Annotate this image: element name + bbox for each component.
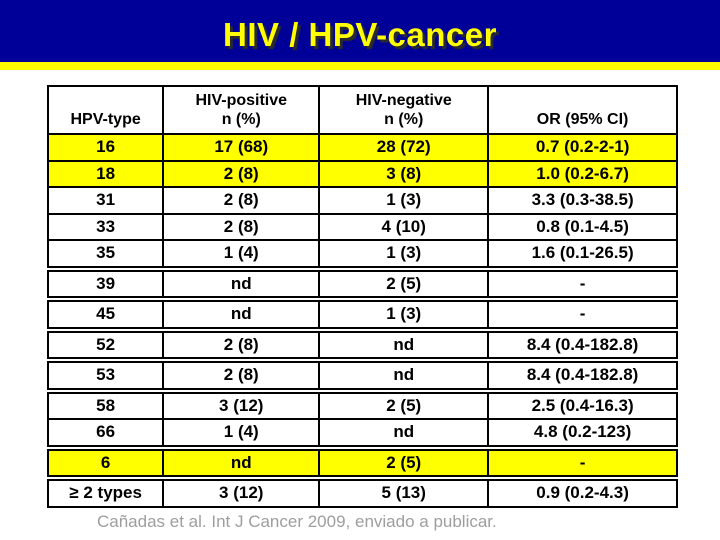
cell-hpv-type: ≥ 2 types bbox=[49, 481, 165, 506]
citation: Cañadas et al. Int J Cancer 2009, enviad… bbox=[97, 512, 497, 531]
table-row: 66 1 (4) nd 4.8 (0.2-123) bbox=[47, 418, 678, 447]
cell-hpv-type: 52 bbox=[49, 332, 165, 357]
cell-hpv-type: 45 bbox=[49, 302, 165, 327]
cell-hpv-type: 53 bbox=[49, 363, 165, 388]
cell-hiv-positive: 17 (68) bbox=[164, 135, 321, 160]
cell-or-ci: 0.8 (0.1-4.5) bbox=[536, 216, 629, 236]
header-hpv-type-label: HPV-type bbox=[70, 111, 141, 129]
cell-hiv-positive: 2 (8) bbox=[164, 214, 321, 239]
header-hiv-positive-line1: HIV-positive bbox=[195, 92, 288, 110]
cell-or-ci: 1.0 (0.2-6.7) bbox=[536, 163, 629, 183]
cell-hpv-type: 18 bbox=[49, 161, 165, 186]
cell-or-ci: 8.4 (0.4-182.8) bbox=[526, 334, 639, 354]
table-row: 35 1 (4) 1 (3) 1.6 (0.1-26.5) bbox=[47, 239, 678, 268]
cell-hiv-negative: 2 (5) bbox=[320, 393, 490, 418]
header-or-ci: OR (95% CI) bbox=[489, 87, 676, 133]
cell-hpv-type: 35 bbox=[49, 241, 165, 266]
cell-hiv-positive: 1 (4) bbox=[164, 241, 321, 266]
cell-or-ci: 0.9 (0.2-4.3) bbox=[536, 483, 629, 503]
cell-or-ci: 8.4 (0.4-182.8) bbox=[526, 365, 639, 385]
cell-hiv-negative: 5 (13) bbox=[320, 481, 490, 506]
table-row: ≥ 2 types 3 (12) 5 (13) 0.9 (0.2-4.3) bbox=[47, 479, 678, 508]
cell-or-ci: 2.5 (0.4-16.3) bbox=[531, 395, 634, 415]
table-row: 16 17 (68) 28 (72) 0.7 (0.2-2-1) bbox=[47, 133, 678, 162]
header-hiv-negative: HIV-negative n (%) bbox=[320, 87, 490, 133]
table-row: 31 2 (8) 1 (3) 3.3 (0.3-38.5) bbox=[47, 186, 678, 215]
cell-hiv-negative: 2 (5) bbox=[320, 271, 490, 296]
header-hiv-positive: HIV-positive n (%) bbox=[164, 87, 321, 133]
cell-hiv-negative: 4 (10) bbox=[320, 214, 490, 239]
table-row: 53 2 (8) nd 8.4 (0.4-182.8) bbox=[47, 361, 678, 390]
header-hiv-negative-line2: n (%) bbox=[384, 111, 424, 129]
table-row: 18 2 (8) 3 (8) 1.0 (0.2-6.7) bbox=[47, 159, 678, 188]
cell-hpv-type: 31 bbox=[49, 188, 165, 213]
hpv-results-table: HPV-type HIV-positive n (%) HIV-negative… bbox=[47, 85, 678, 508]
cell-hiv-negative: nd bbox=[320, 420, 490, 445]
cell-hiv-negative: 2 (5) bbox=[320, 450, 490, 475]
accent-bar bbox=[0, 62, 720, 70]
header-hpv-type: HPV-type bbox=[49, 87, 165, 133]
cell-or-ci: 3.3 (0.3-38.5) bbox=[531, 190, 634, 210]
cell-hpv-type: 6 bbox=[49, 450, 165, 475]
cell-hiv-positive: 2 (8) bbox=[164, 188, 321, 213]
cell-or-ci: - bbox=[579, 273, 586, 293]
cell-hiv-positive: nd bbox=[164, 271, 321, 296]
cell-hiv-negative: 1 (3) bbox=[320, 241, 490, 266]
cell-hpv-type: 33 bbox=[49, 214, 165, 239]
title-banner: HIV / HPV-cancer bbox=[0, 0, 720, 62]
cell-hiv-negative: 1 (3) bbox=[320, 188, 490, 213]
cell-hiv-negative: nd bbox=[320, 363, 490, 388]
cell-hiv-positive: nd bbox=[164, 302, 321, 327]
header-hiv-negative-line1: HIV-negative bbox=[355, 92, 452, 110]
cell-hiv-positive: 2 (8) bbox=[164, 332, 321, 357]
table-header-row: HPV-type HIV-positive n (%) HIV-negative… bbox=[47, 85, 678, 135]
cell-hiv-positive: 3 (12) bbox=[164, 393, 321, 418]
cell-hiv-positive: 3 (12) bbox=[164, 481, 321, 506]
cell-hiv-positive: 2 (8) bbox=[164, 161, 321, 186]
cell-hiv-positive: 2 (8) bbox=[164, 363, 321, 388]
slide-title: HIV / HPV-cancer bbox=[223, 16, 497, 53]
cell-or-ci: 4.8 (0.2-123) bbox=[533, 422, 632, 442]
cell-hiv-negative: nd bbox=[320, 332, 490, 357]
table-row: 58 3 (12) 2 (5) 2.5 (0.4-16.3) bbox=[47, 391, 678, 420]
cell-hiv-positive: 1 (4) bbox=[164, 420, 321, 445]
cell-hiv-negative: 3 (8) bbox=[320, 161, 490, 186]
cell-or-ci: 1.6 (0.1-26.5) bbox=[531, 243, 634, 263]
cell-hpv-type: 39 bbox=[49, 271, 165, 296]
cell-or-ci: 0.7 (0.2-2-1) bbox=[535, 137, 630, 157]
cell-hiv-negative: 28 (72) bbox=[320, 135, 490, 160]
cell-hiv-positive: nd bbox=[164, 450, 321, 475]
cell-hpv-type: 58 bbox=[49, 393, 165, 418]
cell-hiv-negative: 1 (3) bbox=[320, 302, 490, 327]
cell-hpv-type: 16 bbox=[49, 135, 165, 160]
table-row: 33 2 (8) 4 (10) 0.8 (0.1-4.5) bbox=[47, 212, 678, 241]
cell-hpv-type: 66 bbox=[49, 420, 165, 445]
header-or-ci-label: OR (95% CI) bbox=[536, 111, 629, 129]
table-body: 16 17 (68) 28 (72) 0.7 (0.2-2-1) 18 2 (8) 3 (8… bbox=[47, 133, 678, 508]
header-hiv-positive-line2: n (%) bbox=[221, 111, 261, 129]
table-row: 52 2 (8) nd 8.4 (0.4-182.8) bbox=[47, 330, 678, 359]
cell-or-ci: - bbox=[579, 304, 586, 324]
cell-or-ci: - bbox=[579, 452, 586, 472]
